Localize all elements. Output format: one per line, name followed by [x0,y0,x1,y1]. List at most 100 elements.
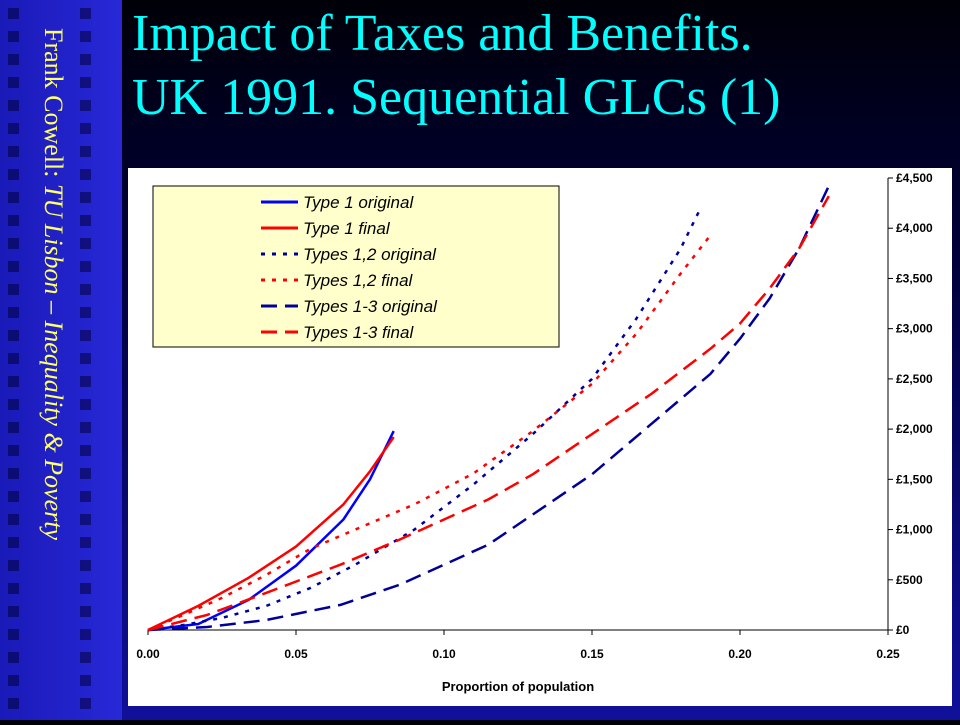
sidebar-square [80,353,91,364]
x-tick-label: 0.05 [284,647,308,661]
sidebar-square [8,537,19,548]
sidebar-square [80,560,91,571]
sidebar-square [8,376,19,387]
sidebar-square [8,583,19,594]
legend-label: Types 1,2 final [303,271,414,290]
series-line [147,234,712,632]
y-tick-label: £3,500 [896,271,933,285]
slide-title: Impact of Taxes and Benefits. UK 1991. S… [132,2,952,130]
sidebar-square [80,8,91,19]
sidebar-square [8,491,19,502]
series-line [147,195,830,632]
x-tick-label: 0.10 [432,647,456,661]
sidebar-square [8,54,19,65]
sidebar-square [80,77,91,88]
sidebar-square [80,491,91,502]
sidebar-square [80,169,91,180]
sidebar-square [8,169,19,180]
sidebar-course: TU Lisbon – Inequality & Poverty [39,184,68,541]
sidebar-square [8,284,19,295]
sidebar-square [8,514,19,525]
y-tick-label: £4,000 [896,221,933,235]
sidebar-square [80,698,91,709]
sidebar-square [8,629,19,640]
sidebar-square [80,606,91,617]
sidebar-square [8,215,19,226]
y-tick-label: £4,500 [896,171,933,185]
sidebar-square [80,422,91,433]
sidebar-square [80,445,91,456]
sidebar-square [8,675,19,686]
sidebar-square [80,238,91,249]
sidebar-square [80,146,91,157]
sidebar-square [8,123,19,134]
sidebar-square [80,215,91,226]
sidebar-square [80,537,91,548]
sidebar-square [8,77,19,88]
legend-label: Types 1-3 original [303,297,438,316]
x-tick-label: 0.20 [728,647,752,661]
sidebar-square [80,376,91,387]
sidebar-square [80,123,91,134]
sidebar-square [8,8,19,19]
sidebar [0,0,122,720]
sidebar-square [80,514,91,525]
series-line [147,211,700,632]
y-tick-label: £3,000 [896,322,933,336]
sidebar-square [80,675,91,686]
legend-box [152,185,560,348]
sidebar-square [80,307,91,318]
x-tick-label: 0.25 [876,647,900,661]
sidebar-square [8,146,19,157]
sidebar-square [8,468,19,479]
legend-label: Type 1 original [303,193,414,212]
sidebar-square [8,422,19,433]
title-line-2: UK 1991. Sequential GLCs (1) [132,69,781,126]
sidebar-square [8,192,19,203]
sidebar-square [80,284,91,295]
sidebar-square [8,100,19,111]
sidebar-square [8,445,19,456]
x-tick-label: 0.00 [136,647,160,661]
sidebar-square [80,192,91,203]
sidebar-square [80,629,91,640]
sidebar-square [8,330,19,341]
sidebar-square [8,307,19,318]
sidebar-square [80,583,91,594]
sidebar-square [80,54,91,65]
y-tick-label: £2,000 [896,422,933,436]
legend-label: Types 1-3 final [303,323,414,342]
legend-label: Types 1,2 original [303,245,437,264]
sidebar-square [8,652,19,663]
y-tick-label: £500 [896,573,923,587]
x-tick-label: 0.15 [580,647,604,661]
y-tick-label: £1,000 [896,523,933,537]
sidebar-square [80,31,91,42]
series-line [147,430,395,632]
legend-label: Type 1 final [303,219,391,238]
sidebar-square [80,399,91,410]
sidebar-square [8,560,19,571]
y-tick-label: £1,500 [896,472,933,486]
sidebar-square [80,652,91,663]
sidebar-caption: Frank Cowell: TU Lisbon – Inequality & P… [38,28,68,540]
sidebar-square [80,100,91,111]
sidebar-square [8,31,19,42]
sidebar-square [8,353,19,364]
sidebar-square [8,261,19,272]
y-tick-label: £0 [896,623,910,637]
sidebar-square [8,238,19,249]
sidebar-square [80,468,91,479]
sidebar-square [80,330,91,341]
sidebar-square [80,261,91,272]
sidebar-square [8,399,19,410]
title-line-1: Impact of Taxes and Benefits. [132,5,753,62]
x-axis-label: Proportion of population [442,679,594,694]
y-tick-label: £2,500 [896,372,933,386]
sidebar-square [8,606,19,617]
sidebar-author: Frank Cowell: [39,28,68,184]
series-line [147,436,395,632]
series-line [147,185,830,632]
